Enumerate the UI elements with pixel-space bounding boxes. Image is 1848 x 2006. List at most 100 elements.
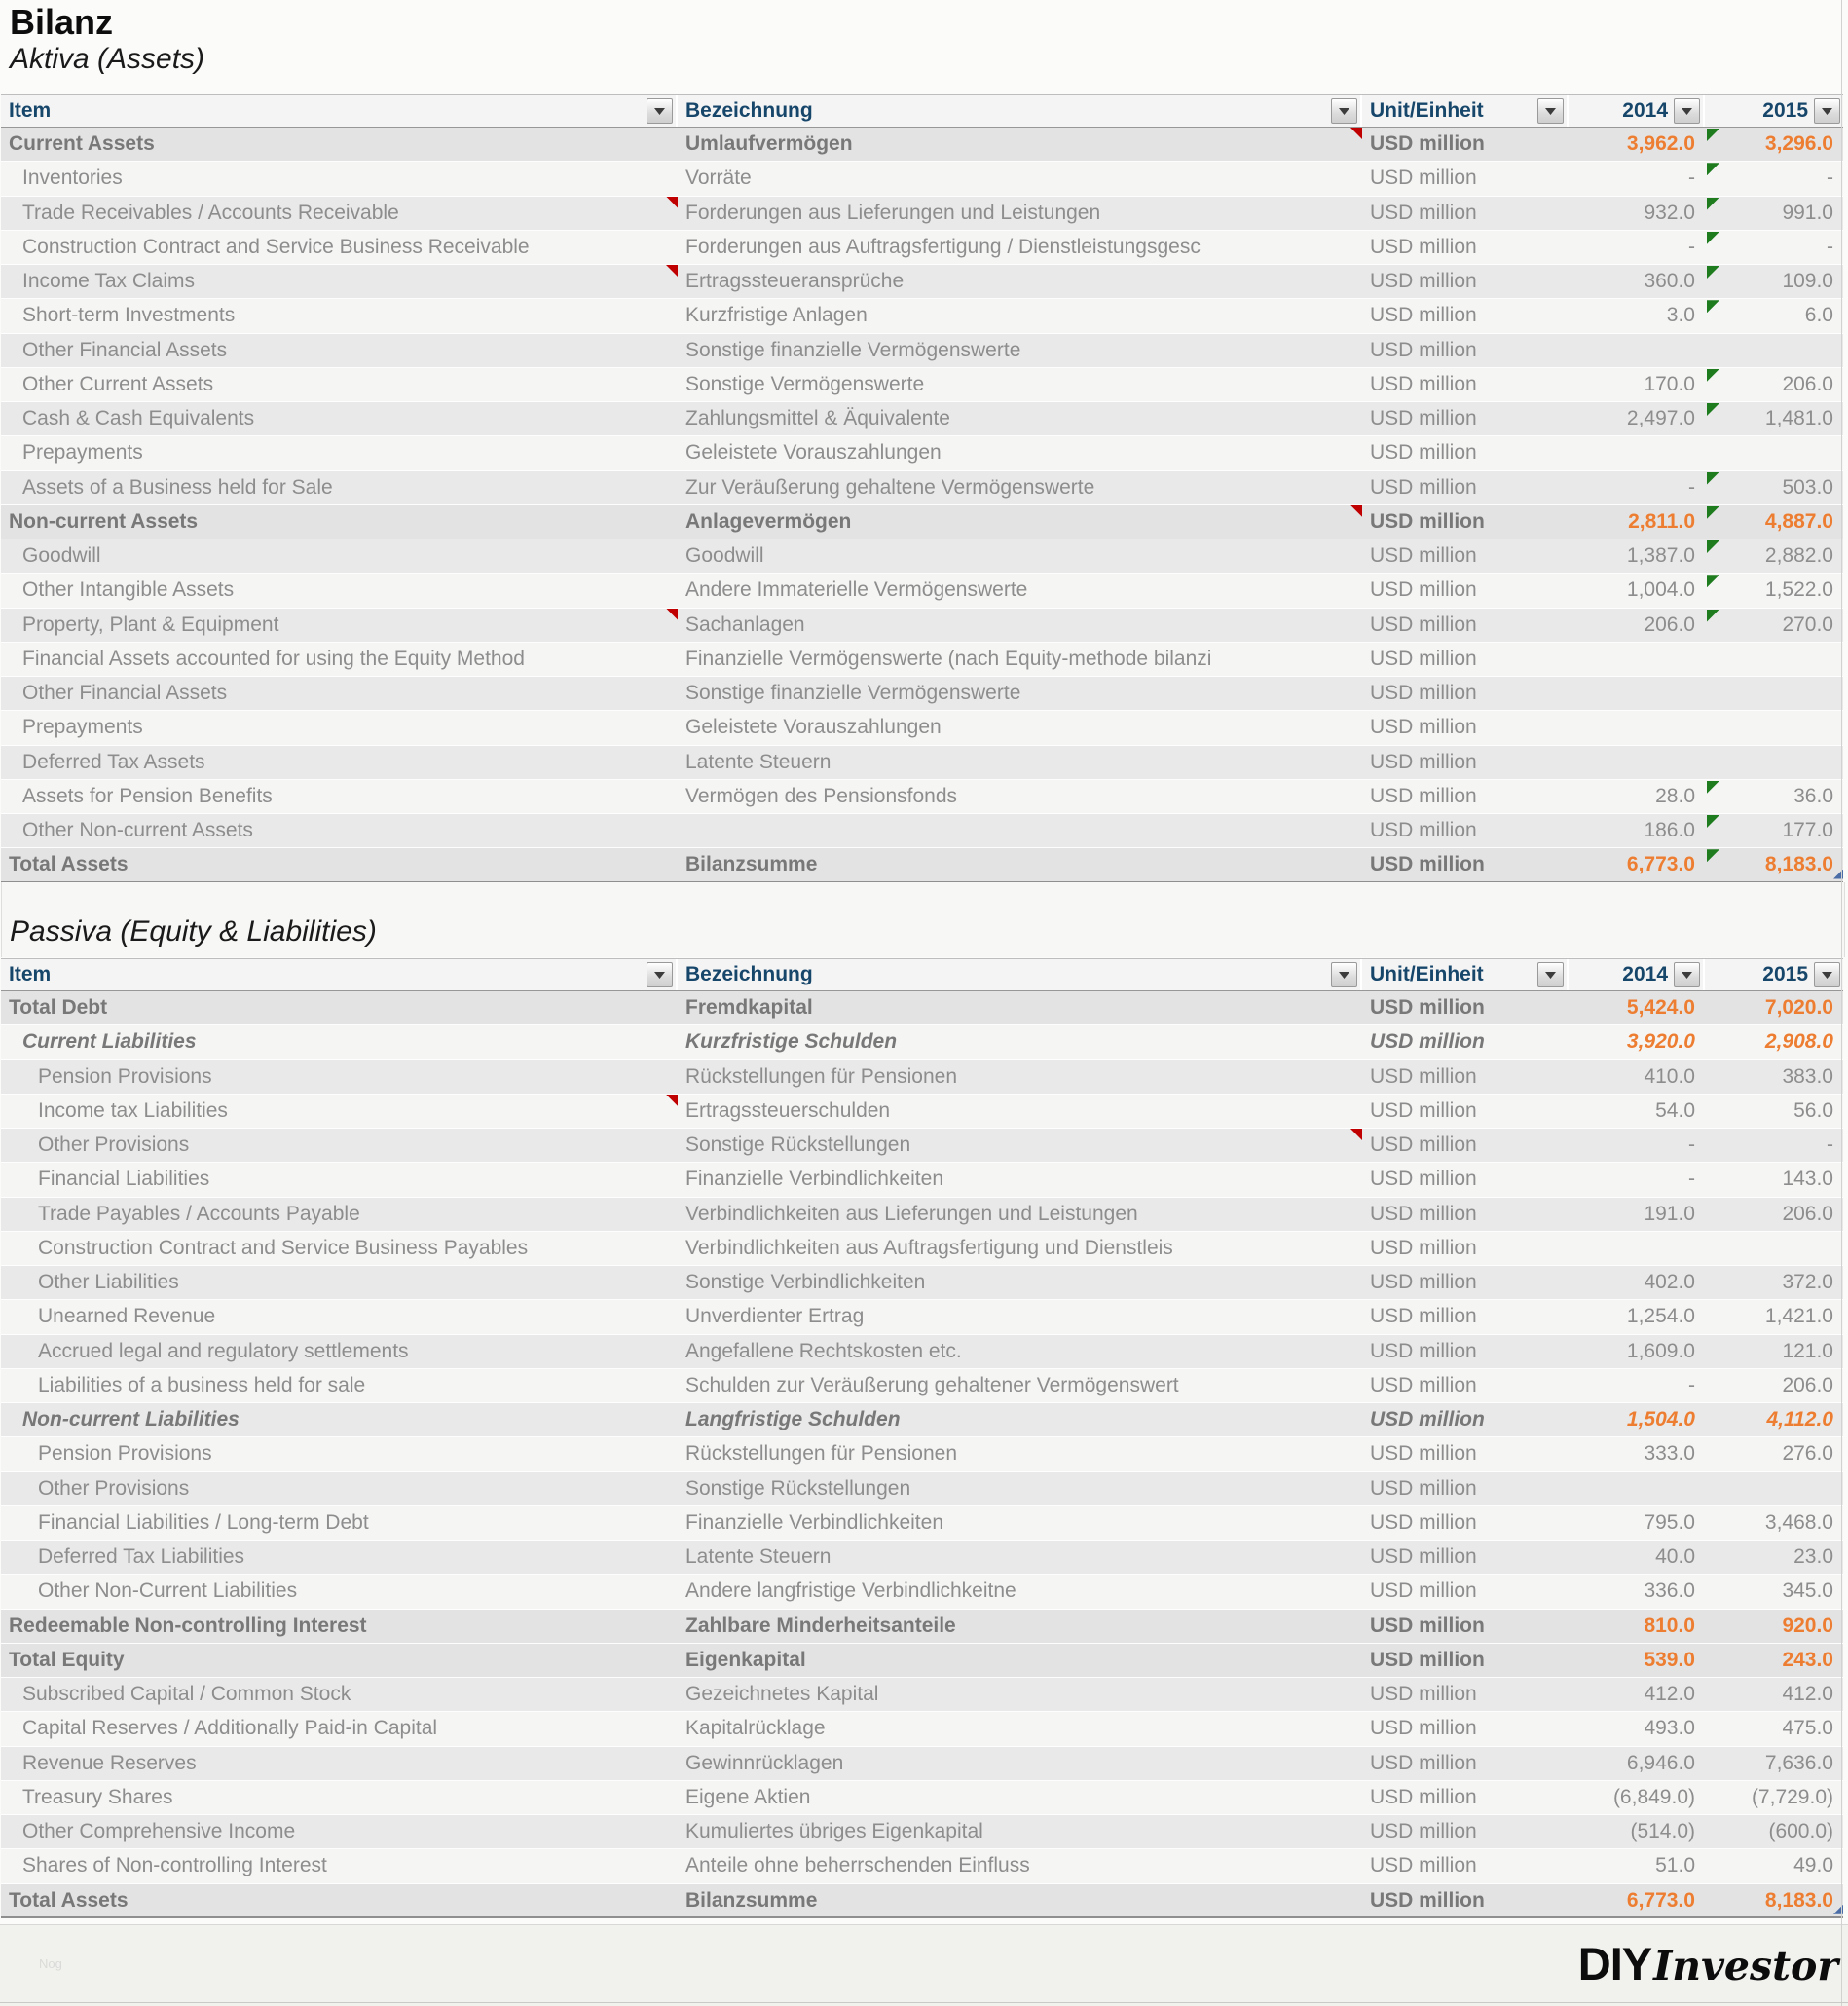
value-2015-cell[interactable]: (600.0) xyxy=(1705,1815,1843,1848)
item-cell[interactable]: Treasury Shares xyxy=(1,1781,678,1814)
value-2015-cell[interactable]: 4,112.0 xyxy=(1705,1403,1843,1436)
value-2015-cell[interactable] xyxy=(1705,677,1843,710)
value-2015-cell[interactable]: - xyxy=(1705,231,1843,264)
value-2015-cell[interactable] xyxy=(1705,436,1843,469)
bezeichnung-cell[interactable]: Kurzfristige Anlagen xyxy=(678,299,1362,332)
value-2014-cell[interactable] xyxy=(1569,1472,1705,1505)
value-2014-cell[interactable]: - xyxy=(1688,235,1695,258)
bezeichnung-cell[interactable]: Latente Steuern xyxy=(678,746,1362,779)
item-cell[interactable]: Other Liabilities xyxy=(1,1266,678,1299)
unit-cell[interactable]: USD million xyxy=(1362,1060,1569,1094)
unit-cell[interactable]: USD million xyxy=(1362,1300,1569,1333)
item-cell[interactable]: Pension Provisions xyxy=(1,1437,678,1470)
bezeichnung-cell[interactable]: Kapitalrücklage xyxy=(678,1712,1362,1745)
value-2015-cell[interactable]: 243.0 xyxy=(1705,1644,1843,1677)
item-cell[interactable]: Financial Assets accounted for using the… xyxy=(1,643,678,676)
bezeichnung-cell[interactable]: Rückstellungen für Pensionen xyxy=(678,1437,1362,1470)
value-2015-cell[interactable]: 143.0 xyxy=(1705,1163,1843,1196)
value-2015-cell[interactable]: 276.0 xyxy=(1705,1437,1843,1470)
unit-cell[interactable]: USD million xyxy=(1362,128,1569,161)
bezeichnung-cell[interactable]: Finanzielle Verbindlichkeiten xyxy=(678,1163,1362,1196)
bezeichnung-cell[interactable]: Verbindlichkeiten aus Auftragsfertigung … xyxy=(678,1232,1362,1265)
item-cell[interactable]: Capital Reserves / Additionally Paid-in … xyxy=(1,1712,678,1745)
bezeichnung-cell[interactable]: Sonstige finanzielle Vermögenswerte xyxy=(678,334,1362,367)
bezeichnung-cell[interactable]: Finanzielle Verbindlichkeiten xyxy=(678,1506,1362,1540)
bezeichnung-cell[interactable]: Kumuliertes übriges Eigenkapital xyxy=(678,1815,1362,1848)
item-cell[interactable]: Current Assets xyxy=(1,128,678,161)
item-cell[interactable]: Total Debt xyxy=(1,991,678,1024)
value-2014-cell[interactable]: 2,497.0 xyxy=(1626,407,1695,429)
bezeichnung-cell[interactable]: Verbindlichkeiten aus Lieferungen und Le… xyxy=(678,1198,1362,1231)
value-2014-cell[interactable]: (514.0) xyxy=(1630,1820,1695,1842)
value-2015-cell[interactable]: 475.0 xyxy=(1705,1712,1843,1745)
item-cell[interactable]: Prepayments xyxy=(1,436,678,469)
value-2014-cell[interactable] xyxy=(1569,677,1705,710)
item-cell[interactable]: Property, Plant & Equipment xyxy=(1,608,678,642)
item-cell[interactable]: Construction Contract and Service Busine… xyxy=(1,1232,678,1265)
unit-cell[interactable]: USD million xyxy=(1362,814,1569,847)
item-cell[interactable]: Inventories xyxy=(1,162,678,195)
value-2015-cell[interactable]: 8,183.0 xyxy=(1705,1884,1843,1916)
unit-cell[interactable]: USD million xyxy=(1362,1232,1569,1265)
item-cell[interactable]: Non-current Liabilities xyxy=(1,1403,678,1436)
item-cell[interactable]: Income Tax Claims xyxy=(1,265,678,298)
value-2015-cell[interactable]: 2,908.0 xyxy=(1705,1025,1843,1059)
value-2014-cell[interactable]: 1,254.0 xyxy=(1626,1305,1695,1328)
unit-cell[interactable]: USD million xyxy=(1362,1198,1569,1231)
value-2015-cell[interactable]: - xyxy=(1705,1129,1843,1162)
bezeichnung-cell[interactable]: Vermögen des Pensionsfonds xyxy=(678,780,1362,813)
value-2014-cell[interactable]: 28.0 xyxy=(1655,784,1695,807)
unit-cell[interactable]: USD million xyxy=(1362,1095,1569,1128)
value-2014-cell[interactable] xyxy=(1569,436,1705,469)
bezeichnung-cell[interactable]: Sonstige Rückstellungen xyxy=(678,1129,1362,1162)
bezeichnung-cell[interactable]: Forderungen aus Lieferungen und Leistung… xyxy=(678,197,1362,230)
value-2014-cell[interactable]: 360.0 xyxy=(1644,270,1695,292)
unit-cell[interactable]: USD million xyxy=(1362,1541,1569,1574)
value-2014-cell[interactable]: 932.0 xyxy=(1644,201,1695,224)
value-2014-cell[interactable]: 191.0 xyxy=(1644,1202,1695,1225)
bezeichnung-cell[interactable]: Langfristige Schulden xyxy=(678,1403,1362,1436)
value-2015-cell[interactable]: 206.0 xyxy=(1705,1198,1843,1231)
value-2014-cell[interactable]: - xyxy=(1688,475,1695,499)
filter-dropdown-icon[interactable] xyxy=(1331,962,1357,987)
value-2015-cell[interactable]: 3,468.0 xyxy=(1705,1506,1843,1540)
bezeichnung-cell[interactable]: Kurzfristige Schulden xyxy=(678,1025,1362,1059)
value-2014-cell[interactable]: 795.0 xyxy=(1644,1510,1695,1534)
unit-cell[interactable]: USD million xyxy=(1362,1129,1569,1162)
filter-dropdown-icon[interactable] xyxy=(1537,98,1564,124)
bezeichnung-cell[interactable]: Goodwill xyxy=(678,539,1362,573)
column-header-unit[interactable]: Unit/Einheit xyxy=(1362,95,1569,127)
column-header-unit[interactable]: Unit/Einheit xyxy=(1362,959,1569,990)
unit-cell[interactable]: USD million xyxy=(1362,1747,1569,1780)
item-cell[interactable]: Pension Provisions xyxy=(1,1060,678,1094)
value-2014-cell[interactable]: 2,811.0 xyxy=(1628,509,1695,533)
bezeichnung-cell[interactable]: Sonstige finanzielle Vermögenswerte xyxy=(678,677,1362,710)
bezeichnung-cell[interactable]: Bilanzsumme xyxy=(678,1884,1362,1916)
filter-dropdown-icon[interactable] xyxy=(647,98,673,124)
value-2015-cell[interactable] xyxy=(1705,643,1843,676)
value-2015-cell[interactable]: 23.0 xyxy=(1705,1541,1843,1574)
value-2015-cell[interactable]: 56.0 xyxy=(1705,1095,1843,1128)
value-2014-cell[interactable]: 493.0 xyxy=(1644,1717,1695,1740)
value-2015-cell[interactable]: 345.0 xyxy=(1705,1575,1843,1608)
value-2015-cell[interactable]: 1,522.0 xyxy=(1705,574,1843,607)
value-2015-cell[interactable]: 206.0 xyxy=(1705,1369,1843,1402)
bezeichnung-cell[interactable]: Vorräte xyxy=(678,162,1362,195)
value-2014-cell[interactable]: 3.0 xyxy=(1666,304,1695,327)
unit-cell[interactable]: USD million xyxy=(1362,1644,1569,1677)
unit-cell[interactable]: USD million xyxy=(1362,1506,1569,1540)
bezeichnung-cell[interactable] xyxy=(678,814,1362,847)
unit-cell[interactable]: USD million xyxy=(1362,780,1569,813)
value-2014-cell[interactable]: 54.0 xyxy=(1655,1098,1695,1122)
value-2015-cell[interactable]: 383.0 xyxy=(1705,1060,1843,1094)
unit-cell[interactable]: USD million xyxy=(1362,848,1569,880)
filter-dropdown-icon[interactable] xyxy=(1331,98,1357,124)
column-header-item[interactable]: Item xyxy=(1,95,678,127)
value-2015-cell[interactable] xyxy=(1705,746,1843,779)
value-2014-cell[interactable]: 5,424.0 xyxy=(1626,996,1695,1019)
item-cell[interactable]: Construction Contract and Service Busine… xyxy=(1,231,678,264)
unit-cell[interactable]: USD million xyxy=(1362,471,1569,504)
value-2014-cell[interactable]: 336.0 xyxy=(1644,1579,1695,1603)
value-2014-cell[interactable]: 402.0 xyxy=(1644,1271,1695,1293)
bezeichnung-cell[interactable]: Ertragssteueransprüche xyxy=(678,265,1362,298)
